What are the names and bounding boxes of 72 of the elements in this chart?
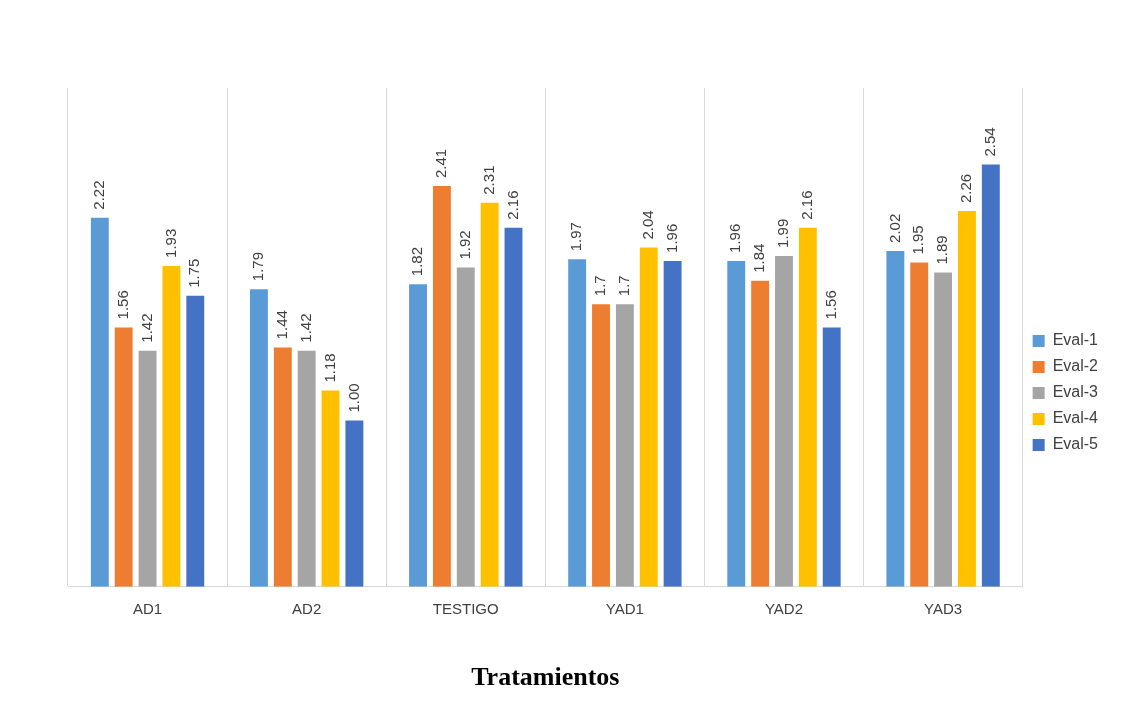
bar xyxy=(958,211,976,587)
data-label: 1.00 xyxy=(344,383,362,413)
data-label: 2.22 xyxy=(89,180,107,210)
data-label: 1.92 xyxy=(455,230,473,260)
bar xyxy=(90,217,109,587)
x-tick-label: YAD2 xyxy=(764,599,804,617)
bar xyxy=(615,304,634,587)
bar xyxy=(186,295,205,587)
data-label: 1.7 xyxy=(591,275,609,297)
x-axis-title: Tratamientos xyxy=(471,662,620,692)
bar xyxy=(798,227,817,587)
bar xyxy=(345,420,364,587)
bar xyxy=(297,350,316,587)
data-label: 2.16 xyxy=(503,190,521,220)
data-label: 1.96 xyxy=(726,223,744,253)
bar xyxy=(480,202,499,587)
data-label: 1.44 xyxy=(272,310,290,340)
data-label: 1.99 xyxy=(774,218,792,248)
bar xyxy=(114,327,133,587)
bar xyxy=(663,260,682,587)
bar xyxy=(934,272,953,587)
bar xyxy=(321,390,340,587)
bar xyxy=(162,265,181,587)
bar xyxy=(273,347,292,587)
data-label: 1.84 xyxy=(750,243,768,273)
x-tick-label: YAD1 xyxy=(605,599,644,617)
data-label: 1.93 xyxy=(161,228,179,258)
data-label: 1.7 xyxy=(615,275,633,297)
bar xyxy=(504,227,523,587)
bar xyxy=(981,164,1000,587)
data-label: 1.95 xyxy=(909,225,927,255)
data-label: 2.41 xyxy=(432,148,450,179)
data-label: 2.04 xyxy=(638,210,656,240)
bar xyxy=(727,260,746,587)
legend-label: Eval-2 xyxy=(1052,357,1099,375)
data-label: 1.56 xyxy=(113,290,131,320)
bar xyxy=(886,250,905,587)
bar xyxy=(592,304,610,587)
bar xyxy=(639,247,658,587)
legend-label: Eval-3 xyxy=(1052,383,1099,401)
bar xyxy=(432,186,451,587)
bar xyxy=(456,267,475,587)
data-label: 1.56 xyxy=(821,290,839,320)
bar xyxy=(751,280,770,587)
x-tick-label: TESTIGO xyxy=(432,599,499,617)
data-label: 2.31 xyxy=(479,165,497,195)
data-label: 1.82 xyxy=(408,246,426,277)
bar xyxy=(910,262,929,587)
bar xyxy=(568,259,587,587)
legend-label: Eval-5 xyxy=(1052,435,1099,453)
data-label: 2.02 xyxy=(885,213,903,243)
bar xyxy=(409,284,427,587)
legend-label: Eval-4 xyxy=(1052,409,1099,427)
x-tick-label: AD2 xyxy=(292,599,322,617)
bar xyxy=(138,350,157,587)
data-label: 2.16 xyxy=(797,190,815,220)
data-label: 1.42 xyxy=(137,313,155,343)
data-label: 2.54 xyxy=(980,127,998,157)
bar xyxy=(822,327,841,587)
legend-label: Eval-1 xyxy=(1052,331,1099,349)
bar xyxy=(249,289,268,587)
bar xyxy=(775,255,793,587)
data-label: 1.89 xyxy=(933,235,951,265)
data-label: 1.18 xyxy=(320,353,338,383)
data-label: 1.42 xyxy=(296,313,314,343)
data-label: 1.75 xyxy=(185,258,203,288)
data-label: 1.97 xyxy=(567,222,585,252)
x-tick-label: AD1 xyxy=(132,599,163,617)
data-label: 2.26 xyxy=(957,173,975,204)
data-label: 1.79 xyxy=(249,251,267,282)
x-tick-label: YAD3 xyxy=(924,599,963,617)
data-label: 1.96 xyxy=(662,223,680,253)
